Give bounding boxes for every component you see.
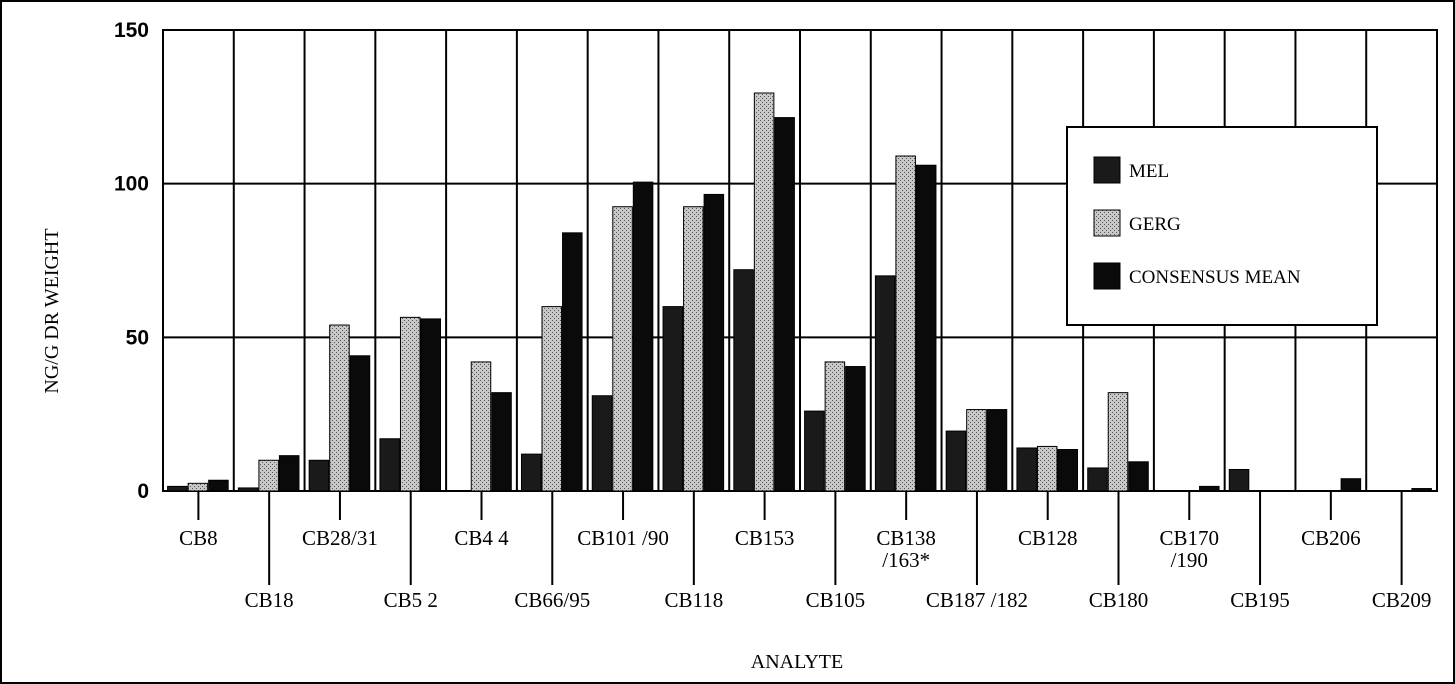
bar-mel — [237, 487, 259, 492]
bar-consensus-mean — [1199, 485, 1220, 492]
bar-consensus-mean — [420, 318, 442, 492]
bar-consensus-mean — [208, 479, 229, 492]
bar-gerg — [187, 482, 209, 492]
bar-gerg — [541, 306, 563, 492]
y-tick-label: 100 — [114, 173, 149, 196]
x-tick-label: CB153 — [735, 526, 795, 550]
bar-gerg — [399, 316, 421, 492]
x-tick-label: CB105 — [806, 588, 866, 612]
legend-swatch — [1093, 209, 1121, 237]
bar-consensus-mean — [774, 117, 795, 492]
bar-consensus-mean — [915, 164, 937, 492]
legend-label: MEL — [1129, 161, 1169, 182]
bar-consensus-mean — [278, 455, 300, 492]
legend-label: GERG — [1129, 214, 1181, 235]
y-axis-label: NG/G DR WEIGHT — [41, 228, 63, 393]
x-tick-label: CB18 — [245, 588, 294, 612]
bar-consensus-mean — [349, 355, 371, 492]
bar-gerg — [683, 206, 704, 492]
legend-label: CONSENSUS MEAN — [1129, 267, 1301, 288]
bar-consensus-mean — [1057, 449, 1079, 492]
legend-swatch — [1093, 262, 1121, 290]
bar-mel — [1087, 467, 1108, 492]
bars — [167, 92, 1432, 492]
axes — [197, 491, 1403, 585]
x-tick-label: CB206 — [1301, 526, 1361, 550]
x-tick-label: CB28/31 — [302, 526, 378, 550]
bar-mel — [662, 306, 684, 492]
x-tick-label: /163* — [882, 548, 930, 572]
bar-consensus-mean — [562, 232, 583, 492]
bar-gerg — [329, 324, 350, 492]
bar-consensus-mean — [632, 181, 654, 492]
bar-mel — [733, 269, 754, 492]
bar-mel — [1228, 468, 1250, 492]
bar-consensus-mean — [1340, 478, 1362, 492]
x-tick-label: CB209 — [1372, 588, 1432, 612]
bar-mel — [874, 275, 896, 492]
bar-consensus-mean — [1411, 488, 1432, 492]
bar-consensus-mean — [491, 392, 512, 492]
bar-gerg — [1036, 445, 1058, 492]
x-tick-label: CB170 — [1160, 526, 1220, 550]
bar-mel — [804, 410, 825, 492]
x-axis-label: ANALYTE — [751, 651, 843, 673]
x-tick-labels: CB8 CB18 CB28/31 CB5 2 CB4 4 CB66/95 CB101 /90… — [179, 526, 1431, 612]
grid-lines — [162, 29, 1438, 492]
bar-mel — [945, 430, 967, 492]
bar-consensus-mean — [986, 409, 1008, 492]
x-tick-label: CB180 — [1089, 588, 1149, 612]
bar-consensus-mean — [845, 366, 866, 492]
x-tick-label: CB8 — [179, 526, 218, 550]
bar-consensus-mean — [703, 193, 725, 492]
legend-swatch — [1093, 156, 1121, 184]
bar-mel — [379, 438, 400, 492]
x-tick-label: CB128 — [1018, 526, 1078, 550]
bar-mel — [591, 395, 613, 492]
x-tick-label: CB138 — [876, 526, 936, 550]
x-tick-label: CB4 4 — [454, 526, 509, 550]
bar-gerg — [824, 361, 846, 492]
bar-gerg — [612, 206, 633, 492]
y-tick-label: 50 — [126, 326, 149, 349]
x-tick-label: CB187 /182 — [926, 588, 1028, 612]
y-tick-label: 150 — [114, 19, 149, 42]
bar-gerg — [753, 92, 775, 492]
bar-mel — [167, 485, 188, 492]
bar-mel — [1016, 447, 1037, 492]
x-tick-label: CB101 /90 — [577, 526, 669, 550]
bar-gerg — [258, 459, 279, 492]
bar-mel — [520, 453, 542, 492]
bar-gerg — [1107, 392, 1129, 492]
bar-gerg — [966, 409, 987, 492]
x-tick-label: CB5 2 — [384, 588, 438, 612]
bar-mel — [308, 459, 330, 492]
y-tick-labels: 0 50 100 150 — [114, 19, 149, 503]
x-tick-label: CB66/95 — [514, 588, 590, 612]
y-tick-label: 0 — [137, 480, 149, 503]
x-tick-label: CB195 — [1230, 588, 1290, 612]
x-tick-label: /190 — [1171, 548, 1208, 572]
bar-consensus-mean — [1128, 461, 1149, 492]
bar-gerg — [470, 361, 492, 492]
legend: MEL GERG CONSENSUS MEAN — [1066, 126, 1378, 326]
bar-gerg — [895, 155, 916, 492]
x-tick-label: CB118 — [664, 588, 723, 612]
